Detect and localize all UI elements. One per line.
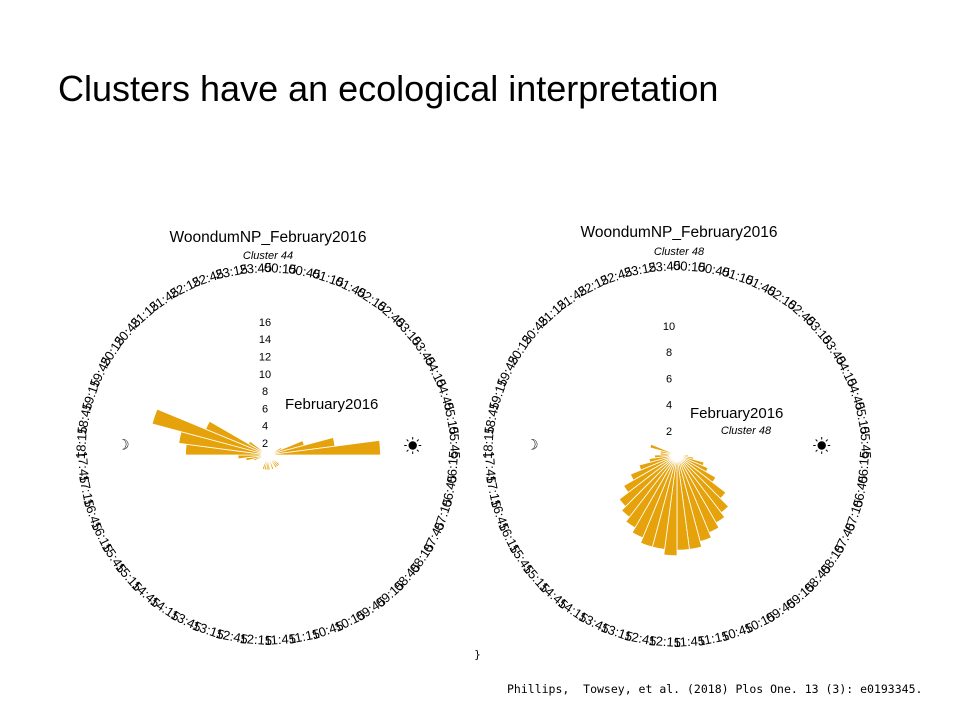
chart-cluster-44: WoondumNP_February2016 Cluster 44 2 4 6 8 10… <box>73 229 463 648</box>
time-label: 05:45 <box>857 426 874 459</box>
bar <box>625 454 678 529</box>
time-label: 11:45 <box>264 631 297 648</box>
bar <box>648 454 678 463</box>
radial-tick-label: 8 <box>262 386 268 398</box>
bar-group <box>618 443 730 557</box>
bar-group <box>151 408 381 471</box>
moon-icon: ☽ <box>526 438 539 454</box>
bar <box>631 454 678 539</box>
time-label: 17:45 <box>482 451 499 484</box>
time-label: 11:15 <box>287 626 321 647</box>
sun-icon <box>404 437 422 454</box>
chart-title: WoondumNP_February2016 <box>169 229 366 246</box>
radial-tick-label: 10 <box>259 369 271 381</box>
bar <box>620 454 678 518</box>
bar <box>618 454 678 508</box>
bar <box>267 439 381 456</box>
bar <box>671 451 678 456</box>
radial-tick-label: 2 <box>666 426 672 438</box>
radial-tick-label: 4 <box>666 400 672 412</box>
time-label: 18:15 <box>480 426 497 459</box>
time-label: 12:45 <box>214 626 249 647</box>
time-label: 00:45 <box>696 259 731 280</box>
time-label: 18:45 <box>481 401 502 436</box>
radial-tick-label: 14 <box>259 334 271 346</box>
time-label: 18:15 <box>73 426 90 459</box>
time-label: 12:15 <box>648 633 681 650</box>
time-label: 23:45 <box>239 260 272 277</box>
time-label: 18:45 <box>74 401 95 436</box>
radial-tick-label: 2 <box>262 438 268 450</box>
bar <box>623 454 678 494</box>
bar <box>649 443 678 456</box>
stray-glyph: } <box>474 648 481 661</box>
time-label: 12:15 <box>239 631 272 648</box>
citation: Phillips, Towsey, et al. (2018) Plos One… <box>507 682 923 696</box>
time-label: 23:15 <box>623 259 658 280</box>
radial-tick-label: 10 <box>663 321 675 333</box>
time-label: 17:15 <box>483 474 504 509</box>
inner-subtitle: Cluster 48 <box>721 425 772 437</box>
radial-tick-label: 6 <box>666 373 672 385</box>
time-label: 05:15 <box>441 401 462 436</box>
moon-icon: ☽ <box>117 438 130 454</box>
time-label-group: 00:1500:4501:1501:4502:1502:4503:1503:45… <box>480 258 874 650</box>
radial-tick-label: 8 <box>666 347 672 359</box>
slide-title: Clusters have an ecological interpretati… <box>58 68 719 109</box>
sun-icon <box>813 437 831 454</box>
radial-tick-label: 12 <box>259 352 271 364</box>
chart-title: WoondumNP_February2016 <box>580 224 777 241</box>
time-label: 12:45 <box>623 628 658 649</box>
inner-title: February2016 <box>690 405 783 422</box>
time-label: 06:45 <box>850 474 871 509</box>
time-label: 23:15 <box>214 261 249 282</box>
time-label: 00:15 <box>673 258 706 275</box>
bar <box>629 454 678 481</box>
time-label: 17:15 <box>76 474 97 509</box>
time-label: 23:45 <box>648 258 681 275</box>
radial-tick-label: 4 <box>262 421 268 433</box>
radial-tick-group: 2 4 6 8 10 12 14 16 <box>259 317 271 450</box>
inner-title: February2016 <box>285 396 378 413</box>
time-label: 05:45 <box>446 426 463 459</box>
radial-tick-label: 6 <box>262 403 268 415</box>
chart-cluster-48: WoondumNP_February2016 Cluster 48 2 4 6 8 10… <box>480 224 874 650</box>
time-label: 00:45 <box>287 261 322 282</box>
time-label: 05:15 <box>852 401 873 436</box>
bar <box>205 420 269 456</box>
radial-tick-label: 16 <box>259 317 271 329</box>
time-label: 00:15 <box>264 260 297 277</box>
bar <box>267 454 275 470</box>
bar <box>151 408 269 456</box>
chart-subtitle: Cluster 44 <box>243 250 293 262</box>
time-label: 11:45 <box>673 633 706 650</box>
bar <box>247 440 269 456</box>
time-label: 17:45 <box>75 450 92 483</box>
radial-tick-group: 2 4 6 8 10 <box>663 321 675 438</box>
time-label: 06:15 <box>855 451 872 484</box>
chart-subtitle: Cluster 48 <box>654 246 705 258</box>
time-label: 06:45 <box>439 474 460 509</box>
bar <box>638 454 678 471</box>
time-label: 11:15 <box>697 628 731 649</box>
time-label: 06:15 <box>444 450 461 483</box>
bar <box>654 454 678 459</box>
